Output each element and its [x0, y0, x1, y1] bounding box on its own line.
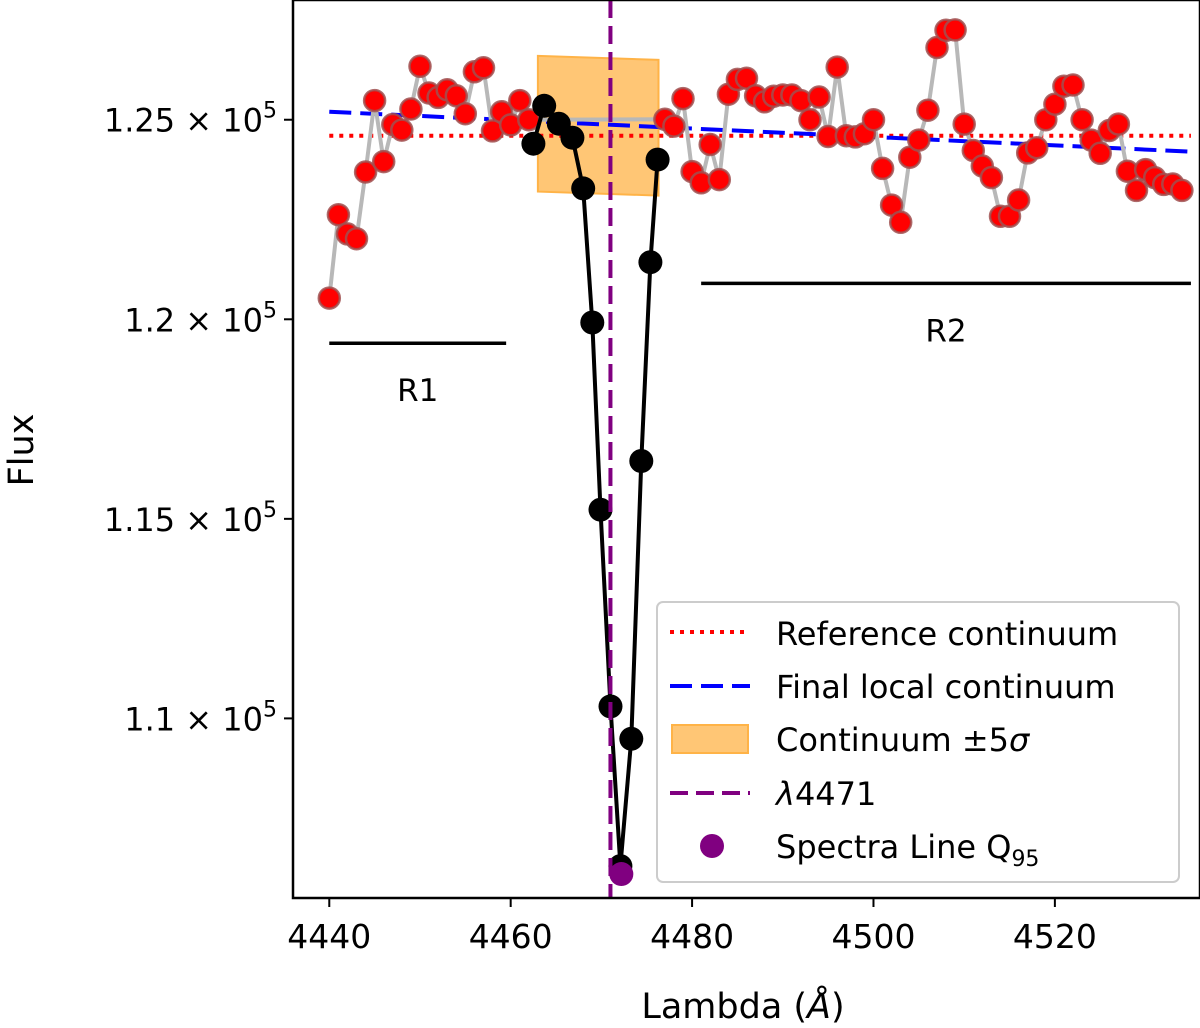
legend-line-marker-label: λ4471	[774, 775, 876, 813]
spectrum-point	[326, 202, 351, 227]
legend-reference-continuum-label: Reference continuum	[776, 615, 1118, 653]
x-tick-label: 4460	[469, 917, 553, 956]
spectrum-point	[861, 107, 886, 132]
region-r1-label: R1	[397, 373, 438, 409]
spectrum-point	[508, 88, 532, 113]
spectrum-point	[662, 114, 686, 138]
spectrum-point	[979, 165, 1004, 190]
absorption-point	[521, 131, 546, 156]
legend: Reference continuum Final local continuu…	[656, 601, 1180, 883]
spectrum-point	[952, 112, 976, 136]
line-minimum-point	[609, 862, 634, 887]
legend-continuum-band-label: Continuum ±5σ	[776, 721, 1031, 759]
legend-line-minimum-label: Spectra Line Q95	[776, 828, 1039, 872]
spectrum-point	[317, 286, 342, 310]
spectrum-point	[943, 18, 967, 42]
spectrum-point	[798, 107, 822, 132]
spectrum-point	[362, 88, 387, 113]
absorption-point	[588, 497, 613, 522]
spectrum-point	[1061, 73, 1085, 97]
spectrum-point	[390, 118, 414, 142]
y-tick-label: 1.25 × 105	[104, 99, 277, 140]
spectrum-point	[1170, 178, 1194, 203]
spectrum-point	[807, 85, 831, 109]
absorption-point	[629, 449, 654, 473]
absorption-point	[638, 250, 663, 275]
absorption-point	[645, 147, 670, 172]
spectrum-point	[707, 167, 732, 192]
legend-final-continuum-label: Final local continuum	[776, 668, 1116, 706]
spectrum-point	[1024, 135, 1049, 160]
spectrum-point	[1088, 141, 1112, 166]
spectrum-point	[888, 210, 913, 235]
x-tick-label: 4500	[831, 917, 915, 956]
y-tick-label: 1.1 × 105	[124, 697, 277, 738]
x-axis-label: Lambda (Å)	[641, 984, 844, 1027]
plot-frame	[291, 0, 1200, 900]
spectrum-point	[1006, 188, 1031, 212]
spectrum-point	[1106, 112, 1131, 136]
spectrum-point	[399, 97, 423, 121]
absorption-point	[532, 93, 557, 118]
absorption-point	[560, 125, 585, 150]
y-tick-label: 1.15 × 105	[104, 498, 277, 539]
spectrum-point	[698, 132, 722, 157]
x-tick-label: 4440	[287, 917, 371, 956]
x-tick-label: 4520	[1013, 917, 1097, 956]
x-tick-label: 4480	[650, 917, 734, 956]
legend-frame	[656, 601, 1180, 883]
spectrum-point	[1070, 107, 1094, 132]
spectrum-point	[408, 54, 432, 79]
spectrum-point	[344, 226, 369, 251]
absorption-point	[571, 176, 596, 201]
spectrum-point	[371, 149, 396, 174]
spectrum-point	[471, 56, 496, 80]
legend-line-minimum-swatch	[700, 834, 724, 858]
spectrum-point	[453, 101, 478, 126]
spectrum-point	[916, 98, 940, 122]
spectrum-point	[825, 55, 849, 79]
spectrum-line	[327, 27, 1184, 299]
y-axis-label: Flux	[2, 414, 42, 487]
absorption-line	[531, 103, 660, 869]
spectrum-point	[1124, 178, 1149, 203]
absorption-point	[580, 310, 605, 335]
legend-continuum-band-swatch	[671, 724, 749, 754]
region-r2-label: R2	[925, 313, 966, 349]
y-tick-label: 1.2 × 105	[124, 298, 277, 339]
spectrum-point	[907, 128, 931, 152]
spectrum-point	[353, 160, 378, 184]
spectrum-point	[671, 86, 695, 111]
absorption-point	[619, 726, 644, 751]
spectrum-point	[870, 156, 895, 181]
